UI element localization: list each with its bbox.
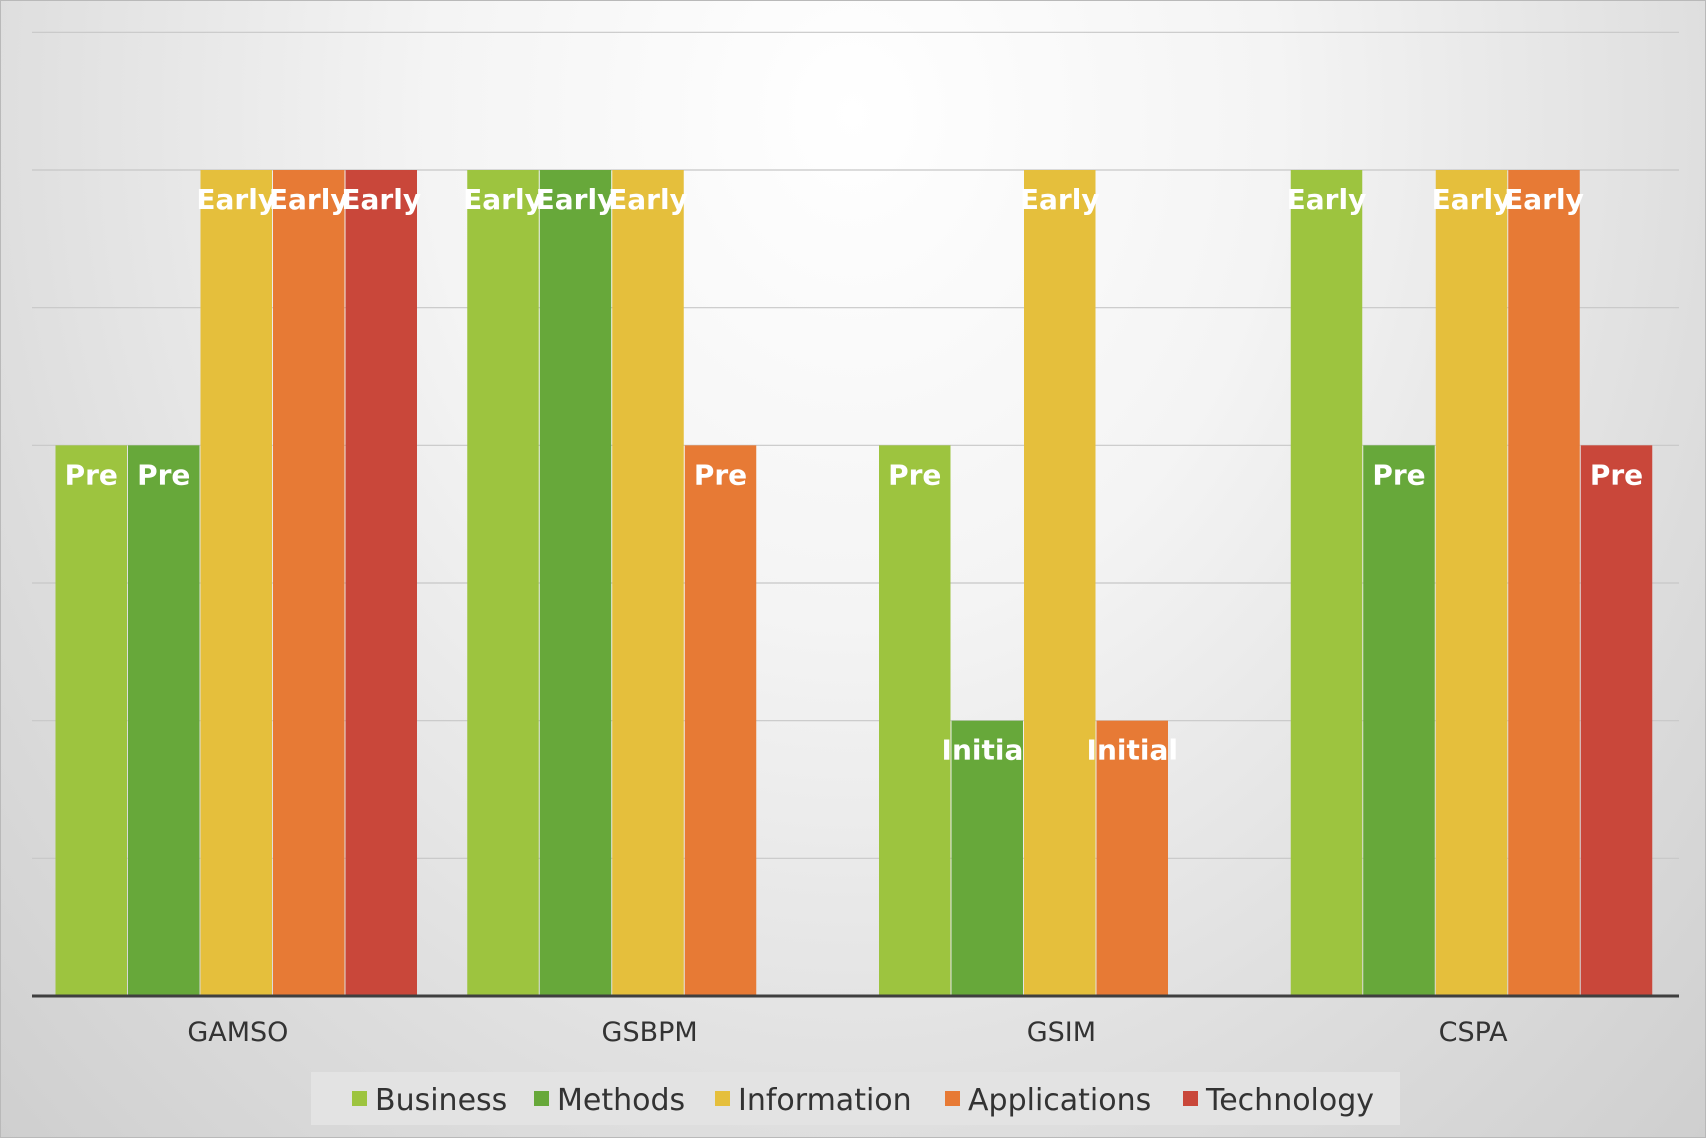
legend-swatch-applications: [945, 1091, 960, 1106]
bar-information-gsbpm: [612, 170, 684, 996]
data-label: Early: [608, 183, 688, 216]
legend-label-information: Information: [738, 1083, 912, 1118]
legend-swatch-technology: [1183, 1091, 1198, 1106]
bar-information-gsim: [1024, 170, 1096, 996]
legend-box: [311, 1072, 1400, 1125]
bar-information-cspa: [1435, 170, 1508, 996]
data-label: Initial: [1087, 734, 1178, 767]
x-tick-label: GSIM: [1027, 1017, 1096, 1048]
bar-methods-gsbpm: [539, 170, 612, 996]
data-label: Pre: [137, 458, 190, 491]
legend-label-methods: Methods: [557, 1083, 685, 1118]
data-label: Pre: [1372, 458, 1425, 491]
data-label: Pre: [888, 458, 941, 491]
data-label: Pre: [694, 458, 747, 491]
legend-swatch-information: [715, 1091, 730, 1106]
bar-business-cspa: [1290, 170, 1363, 996]
bar-applications-gsim: [1096, 720, 1168, 996]
legend-swatch-methods: [534, 1091, 549, 1106]
data-label: Early: [536, 183, 616, 216]
bar-applications-gamso: [273, 170, 345, 996]
x-tick-label: CSPA: [1439, 1017, 1509, 1048]
bar-information-gamso: [200, 170, 272, 996]
legend-label-applications: Applications: [968, 1083, 1151, 1118]
data-label: Early: [1504, 183, 1584, 216]
bar-applications-cspa: [1508, 170, 1580, 996]
bar-technology-gamso: [345, 170, 417, 996]
legend-label-business: Business: [375, 1083, 507, 1118]
data-label: Pre: [65, 458, 118, 491]
bar-methods-cspa: [1363, 445, 1435, 996]
data-label: Early: [1432, 183, 1512, 216]
bar-technology-cspa: [1580, 445, 1653, 996]
data-label: Early: [463, 183, 543, 216]
data-label: Early: [1020, 183, 1100, 216]
data-label: Initial: [942, 734, 1033, 767]
bar-methods-gamso: [128, 445, 200, 996]
x-tick-label: GSBPM: [602, 1017, 698, 1048]
bar-methods-gsim: [951, 720, 1023, 996]
bar-applications-gsbpm: [684, 445, 757, 996]
data-label: Early: [1287, 183, 1367, 216]
legend-label-technology: Technology: [1205, 1083, 1374, 1118]
bar-business-gamso: [55, 445, 127, 996]
bar-business-gsim: [879, 445, 951, 996]
bar-business-gsbpm: [467, 170, 539, 996]
data-label: Pre: [1590, 458, 1643, 491]
data-label: Early: [196, 183, 276, 216]
legend-swatch-business: [352, 1091, 367, 1106]
data-label: Early: [269, 183, 349, 216]
data-label: Early: [341, 183, 421, 216]
x-tick-label: GAMSO: [187, 1017, 288, 1048]
